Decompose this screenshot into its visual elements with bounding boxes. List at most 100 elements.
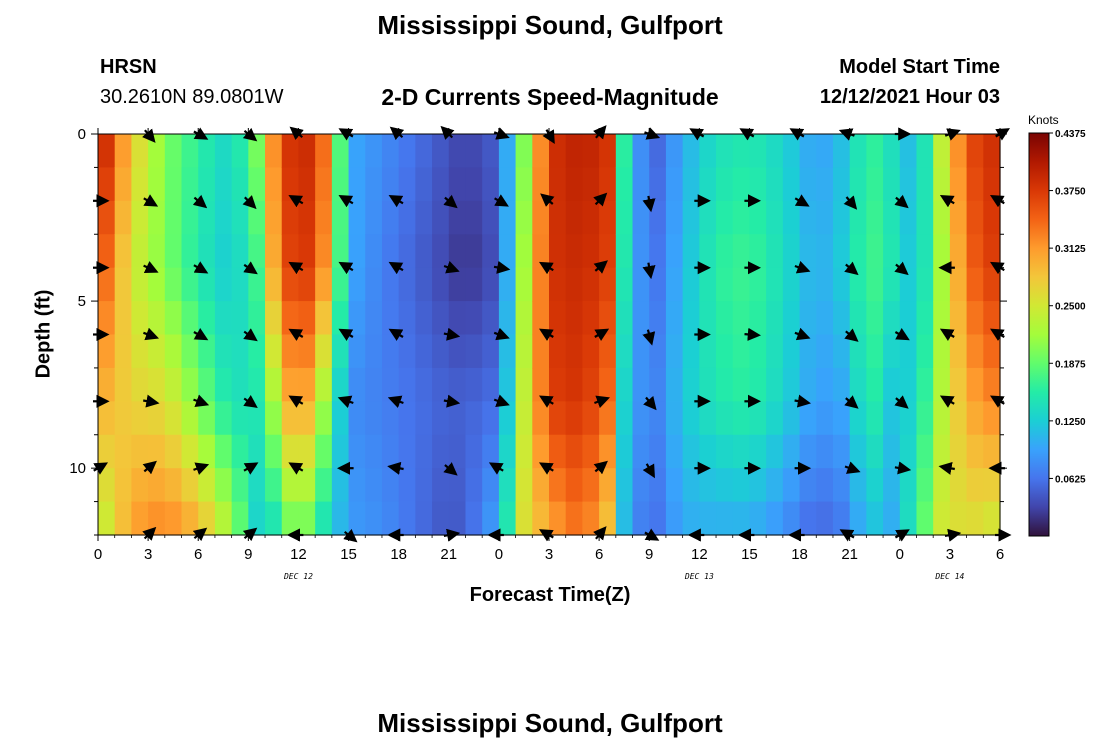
heatmap-cell [98,301,116,336]
heatmap-cell [365,334,383,369]
current-vector-arrow [143,394,160,408]
heatmap-cell [565,134,583,169]
heatmap-cell [916,167,934,202]
heatmap-cell [549,234,567,269]
current-vector-arrow [193,462,210,475]
heatmap-cell [265,234,283,269]
heatmap-cell [131,134,149,169]
x-axis-label: Forecast Time(Z) [469,584,631,606]
heatmap-cell [849,167,867,202]
heatmap-cell [983,167,1001,202]
heatmap-cell [632,367,650,402]
heatmap-cell [214,301,233,336]
heatmap-cell [949,334,968,369]
heatmap-cell [532,200,550,235]
heatmap-cell [549,200,567,235]
heatmap-cell [565,501,583,536]
heatmap-cell [198,134,216,169]
heatmap-cell [782,367,801,402]
heatmap-cell [482,468,500,503]
colorbar-tick-label: 0.1250 [1055,417,1086,428]
heatmap-cell [465,367,483,402]
heatmap-cell [381,434,400,469]
heatmap-cell [415,401,433,436]
heatmap-cell [649,234,667,269]
heatmap-cell [582,434,600,469]
heatmap-cell [599,134,617,169]
current-vector-arrow [540,193,555,207]
heatmap-cell [415,501,433,536]
heatmap-cell [214,367,233,402]
heatmap-cell [532,167,550,202]
heatmap-cell [448,401,467,436]
heatmap-cell [682,167,700,202]
heatmap-cell [214,501,233,536]
heatmap-cell [799,401,817,436]
heatmap-cell [599,367,617,402]
heatmap-cell [398,134,416,169]
heatmap-cell [331,334,350,369]
heatmap-cell [716,234,734,269]
heatmap-cell [98,434,116,469]
heatmap-cell [265,434,283,469]
heatmap-cell [432,367,450,402]
heatmap-cell [482,301,500,336]
chart-subtitle: 2-D Currents Speed-Magnitude [381,84,719,110]
current-vector-arrow [642,262,656,280]
heatmap-cell [966,167,984,202]
current-vector-arrow [243,328,258,342]
heatmap-cell [164,367,183,402]
heatmap-cell [365,401,383,436]
heatmap-cell [398,301,416,336]
heatmap-cell [498,234,517,269]
heatmap-cell [849,367,867,402]
heatmap-cell [465,267,483,302]
heatmap-cell [749,434,767,469]
heatmap-cell [181,367,199,402]
heatmap-cell [131,301,149,336]
station-code: HRSN [100,56,157,78]
heatmap-cell [148,401,166,436]
current-vector-arrow [443,327,461,341]
heatmap-cell [849,468,867,503]
heatmap-cell [665,468,684,503]
heatmap-cell [549,301,567,336]
current-vector-arrow [193,327,209,341]
heatmap-cell [532,301,550,336]
heatmap-cell [482,134,500,169]
heatmap-cell [665,501,684,536]
heatmap-cell [582,301,600,336]
heatmap-cell [131,167,149,202]
heatmap-cell [231,367,249,402]
heatmap-cell [181,200,199,235]
heatmap-cell [181,401,199,436]
heatmap-cell [348,267,366,302]
heatmap-cell [298,134,316,169]
current-vector-arrow [844,395,859,409]
heatmap-cell [933,167,951,202]
heatmap-cell [381,367,400,402]
heatmap-cell [599,401,617,436]
heatmap-cell [866,334,884,369]
heatmap-cell [615,234,634,269]
heatmap-cell [315,367,333,402]
heatmap-cell [766,234,784,269]
heatmap-cell [181,134,199,169]
heatmap-cell [482,334,500,369]
heatmap-cell [214,334,233,369]
current-vector-arrow [388,328,404,342]
heatmap-cell [164,501,183,536]
heatmap-cell [883,167,901,202]
heatmap-cell [933,434,951,469]
heatmap-cell [849,334,867,369]
heatmap-cell [164,134,183,169]
heatmap-cell [632,468,650,503]
heatmap-cell [933,234,951,269]
heatmap-cell [983,234,1001,269]
heatmap-cell [281,301,300,336]
heatmap-cell [214,234,233,269]
heatmap-cell [632,200,650,235]
day-label: DEC 14 [934,572,964,581]
heatmap-cell [649,501,667,536]
x-tick-label: 21 [440,546,457,563]
